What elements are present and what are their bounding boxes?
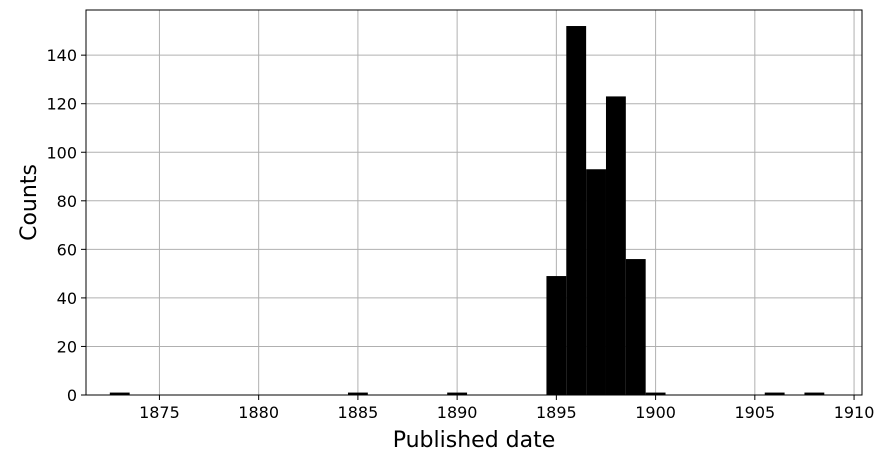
grid-lines [86,10,862,396]
histogram-bar [645,392,666,395]
y-tick-label: 100 [46,143,77,162]
histogram-bar [347,392,368,395]
histogram-bar [566,26,587,396]
x-tick-label: 1890 [437,403,478,422]
y-tick-label: 60 [57,240,77,259]
histogram-bar [804,392,825,395]
histogram-bar [109,392,130,395]
y-tick-label: 140 [46,46,77,65]
x-tick-label: 1895 [536,403,577,422]
y-axis-label: Counts [17,164,42,241]
y-tick-label: 0 [67,386,77,405]
x-tick-label: 1900 [635,403,676,422]
x-tick-label: 1910 [834,403,875,422]
y-tick-label: 40 [57,289,77,308]
plot-frame [85,9,863,396]
histogram-bar [625,259,646,395]
y-axis-ticks: 0 20 40 60 80 100 120 140 [46,46,86,405]
x-tick-label: 1885 [338,403,379,422]
histogram-bars [109,26,825,396]
histogram-bar [546,276,567,395]
x-axis-label: Published date [393,428,556,453]
histogram-bar [764,392,785,395]
x-tick-label: 1875 [139,403,180,422]
histogram-bar [447,392,468,395]
histogram-bar [586,169,606,395]
y-tick-label: 80 [57,192,77,211]
histogram-bar [605,96,626,395]
y-tick-label: 120 [46,95,77,114]
x-tick-label: 1880 [238,403,279,422]
y-tick-label: 20 [57,337,77,356]
x-tick-label: 1905 [734,403,775,422]
x-axis-ticks: 1875 1880 1885 1890 1895 1900 1905 1910 [139,395,874,422]
